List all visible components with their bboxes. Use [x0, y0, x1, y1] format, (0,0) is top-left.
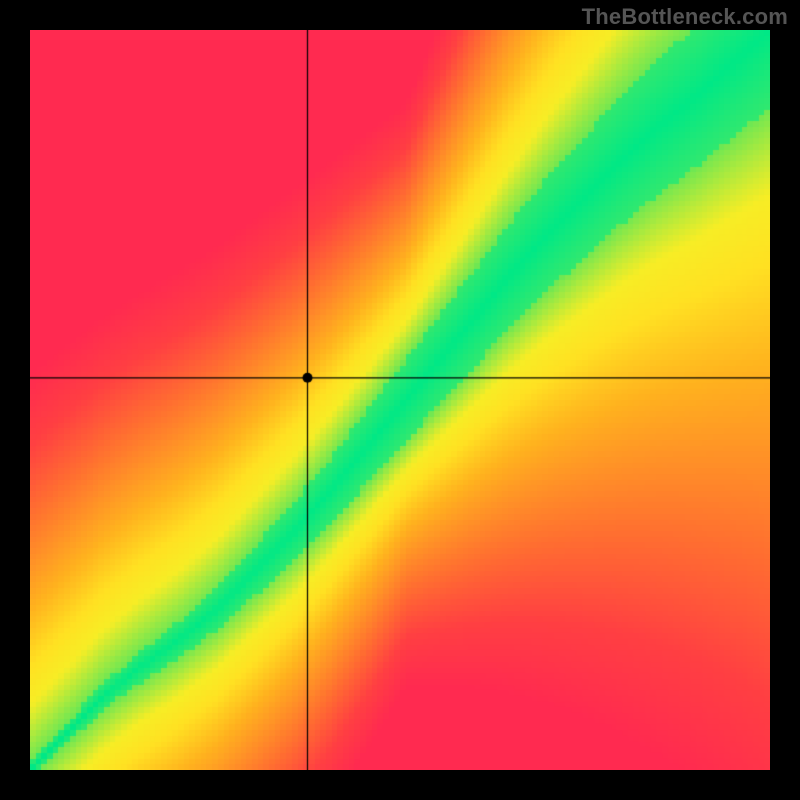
page-root: TheBottleneck.com — [0, 0, 800, 800]
heatmap-plot — [30, 30, 770, 770]
watermark-text: TheBottleneck.com — [582, 4, 788, 30]
heatmap-canvas — [30, 30, 770, 770]
